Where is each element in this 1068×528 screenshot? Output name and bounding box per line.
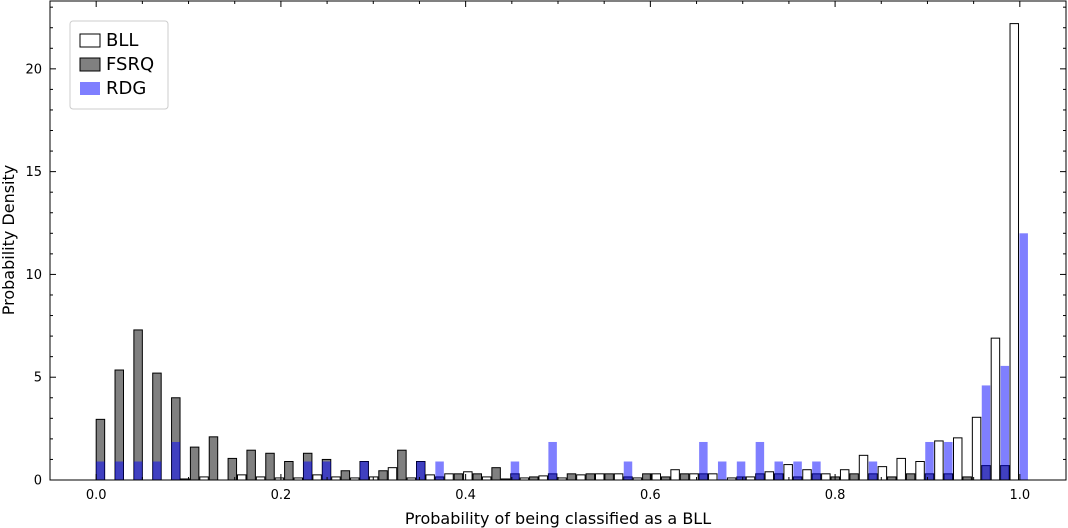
y-tick-label: 0	[34, 474, 42, 489]
bll-bar	[1009, 23, 1020, 481]
bll-bar	[953, 437, 963, 481]
y-tick-label: 10	[25, 268, 42, 283]
bll-bar	[237, 474, 247, 481]
rdg-bar	[96, 461, 105, 480]
x-tick-label: 1.0	[1009, 488, 1030, 503]
legend-label-rdg: RDG	[106, 78, 146, 99]
rdg-bar	[699, 441, 708, 480]
rdg-bar	[1019, 233, 1028, 480]
rdg-bar	[435, 461, 444, 480]
rdg-bar	[171, 441, 181, 480]
rdg-bar	[736, 461, 746, 480]
bars-layer	[95, 23, 1028, 481]
rdg-bar	[322, 461, 331, 480]
legend-swatch-bll	[79, 33, 101, 48]
y-tick-label: 15	[25, 165, 42, 180]
bll-bar	[877, 466, 888, 481]
fsrq-bar	[491, 467, 501, 481]
rdg-bar	[416, 461, 425, 480]
bll-bar	[764, 471, 775, 481]
bll-bar	[839, 469, 850, 481]
x-tick-label: 0.0	[86, 488, 107, 503]
rdg-bar	[623, 461, 633, 480]
bll-bar	[387, 467, 398, 481]
bll-bar	[670, 469, 680, 481]
rdg-bar	[510, 461, 520, 480]
y-tick-label: 5	[34, 371, 42, 386]
bll-bar	[934, 440, 944, 481]
bll-bar	[312, 474, 322, 481]
x-axis-label: Probability of being classified as a BLL	[405, 509, 711, 528]
fsrq-bar	[472, 473, 483, 481]
bll-bar	[802, 469, 812, 481]
bll-bar	[576, 474, 586, 481]
bll-bar	[538, 475, 548, 481]
fsrq-bar	[189, 446, 200, 481]
rdg-bar	[774, 461, 783, 480]
rdg-bar	[152, 461, 162, 480]
fsrq-bar	[642, 473, 652, 481]
fsrq-bar	[679, 473, 690, 481]
bll-bar	[444, 473, 454, 481]
legend-swatch-fsrq	[79, 57, 101, 72]
rdg-bar	[981, 385, 991, 480]
rdg-bar	[944, 441, 953, 480]
rdg-bar	[755, 441, 765, 480]
bll-bar	[858, 454, 869, 481]
bll-bar	[463, 471, 473, 481]
bll-bar	[708, 473, 718, 481]
x-tick-label: 0.8	[825, 488, 846, 503]
rdg-bar	[793, 461, 802, 480]
fsrq-bar	[905, 473, 916, 481]
fsrq-bar	[340, 470, 351, 481]
fsrq-bar	[284, 461, 294, 481]
y-axis-label: Probability Density	[0, 165, 18, 316]
bll-bar	[651, 473, 662, 481]
rdg-bar	[1000, 365, 1010, 480]
fsrq-bar	[378, 470, 388, 481]
fsrq-bar	[397, 449, 407, 481]
fsrq-bar	[227, 457, 238, 481]
legend-label-fsrq: FSRQ	[106, 54, 154, 75]
rdg-bar	[548, 441, 557, 480]
legend-swatch-rdg	[80, 82, 100, 95]
axes-layer: 0.0 0.2 0.4 0.6 0.8 1.0 0 5 10 15 20	[25, 1, 1066, 503]
rdg-bar	[359, 461, 369, 480]
rdg-bar	[868, 461, 878, 480]
bll-bar	[896, 457, 906, 481]
fsrq-bar	[566, 473, 577, 481]
x-tick-label: 0.4	[455, 488, 476, 503]
bll-bar	[595, 473, 605, 481]
plot-border	[49, 0, 1067, 481]
rdg-bar	[925, 441, 934, 480]
bll-bar	[821, 473, 831, 481]
fsrq-bar	[849, 473, 859, 481]
bll-bar	[971, 416, 982, 481]
bll-bar	[783, 464, 793, 481]
plot-frame	[50, 1, 1066, 480]
legend: BLL FSRQ RDG	[69, 20, 169, 110]
rdg-bar	[115, 461, 124, 480]
fsrq-bar	[208, 436, 219, 481]
bll-bar	[425, 474, 435, 481]
plot-area	[50, 1, 1066, 480]
fsrq-bar	[604, 473, 614, 481]
bll-bar	[990, 337, 1001, 481]
fsrq-bar	[246, 449, 256, 481]
bll-bar	[915, 461, 925, 481]
y-tick-label: 20	[25, 62, 42, 77]
bll-bar	[613, 473, 624, 481]
rdg-bar	[303, 461, 312, 480]
fsrq-bar	[133, 329, 143, 481]
rdg-bar	[812, 461, 821, 480]
fsrq-bar	[453, 473, 464, 481]
rdg-bar	[133, 461, 143, 480]
legend-label-bll: BLL	[106, 30, 138, 51]
fsrq-bar	[585, 473, 596, 481]
x-tick-label: 0.6	[640, 488, 661, 503]
x-tick-label: 0.2	[271, 488, 292, 503]
fsrq-bar	[265, 452, 275, 481]
rdg-bar	[717, 461, 727, 480]
